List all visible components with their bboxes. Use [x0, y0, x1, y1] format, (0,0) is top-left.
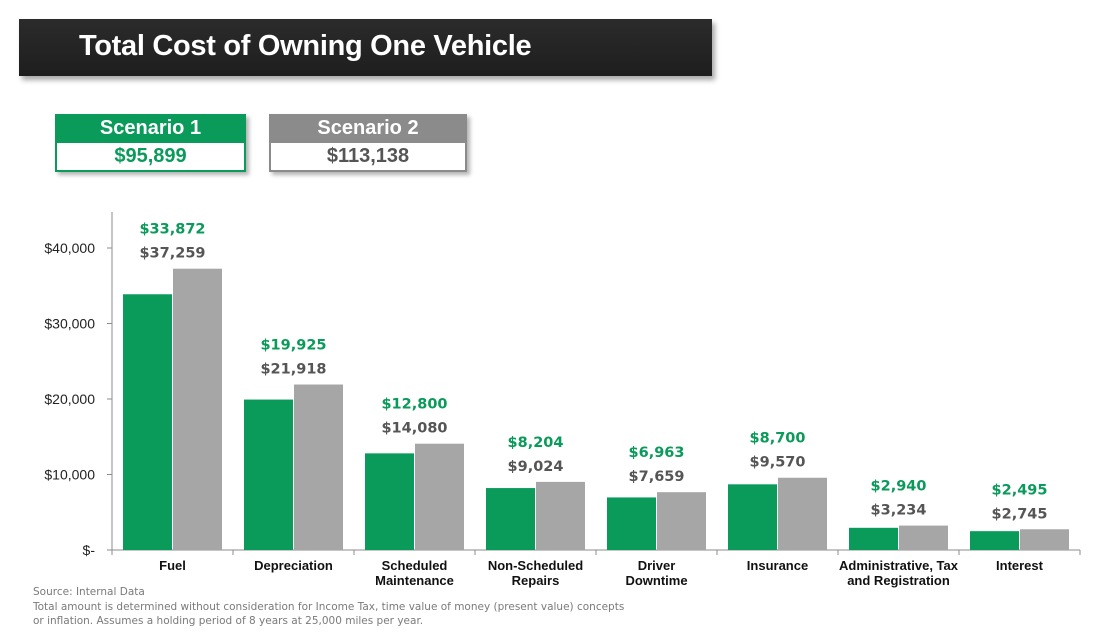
- bar-1: [365, 453, 414, 550]
- x-category-label: Downtime: [625, 573, 687, 588]
- y-tick-label: $40,000: [44, 240, 95, 256]
- x-category-label: Driver: [638, 558, 676, 573]
- bar-1: [970, 531, 1019, 550]
- x-category-label: Administrative, Tax: [839, 558, 959, 573]
- y-tick-label: $20,000: [44, 391, 95, 407]
- y-tick-label: $10,000: [44, 467, 95, 483]
- scenario-1-box: Scenario 1 $95,899: [55, 114, 246, 172]
- scenario-1-label: Scenario 1: [55, 114, 246, 143]
- bar-2: [173, 268, 222, 550]
- data-label-scenario-1: $33,872: [139, 222, 205, 238]
- footnote-line-2: or inflation. Assumes a holding period o…: [33, 615, 424, 627]
- x-category-label: Insurance: [747, 558, 808, 573]
- x-category-label: Non-Scheduled: [488, 558, 583, 573]
- data-label-scenario-2: $9,024: [508, 459, 564, 475]
- data-label-scenario-2: $2,745: [992, 506, 1048, 522]
- x-category-label: Repairs: [512, 573, 560, 588]
- data-label-scenario-2: $37,259: [139, 246, 205, 262]
- data-label-scenario-1: $8,700: [750, 431, 806, 447]
- x-category-label: Fuel: [159, 558, 186, 573]
- y-tick-label: $-: [83, 542, 96, 558]
- footnote-line-1: Total amount is determined without consi…: [33, 601, 625, 613]
- scenario-1-total: $95,899: [55, 143, 246, 172]
- bar-2: [294, 384, 343, 550]
- footnote-source: Source: Internal Data: [33, 586, 145, 598]
- title-bar: Total Cost of Owning One Vehicle: [19, 19, 712, 76]
- data-label-scenario-2: $3,234: [871, 503, 927, 519]
- scenario-2-label: Scenario 2: [269, 114, 467, 143]
- data-label-scenario-1: $19,925: [260, 338, 326, 354]
- data-label-scenario-1: $2,495: [992, 482, 1048, 498]
- bar-1: [607, 497, 656, 550]
- scenario-2-box: Scenario 2 $113,138: [269, 114, 467, 172]
- bar-2: [899, 525, 948, 550]
- scenario-2-total: $113,138: [269, 143, 467, 172]
- bar-1: [728, 484, 777, 550]
- bar-1: [244, 399, 293, 550]
- bar-1: [123, 294, 172, 550]
- bar-1: [849, 527, 898, 550]
- data-label-scenario-1: $6,963: [629, 445, 685, 461]
- y-tick-label: $30,000: [44, 316, 95, 332]
- data-label-scenario-2: $21,918: [260, 362, 326, 378]
- bar-2: [657, 492, 706, 550]
- x-category-label: Scheduled: [382, 558, 448, 573]
- x-category-label: Maintenance: [375, 573, 454, 588]
- bar-2: [778, 477, 827, 550]
- data-label-scenario-1: $2,940: [871, 479, 927, 495]
- x-category-label: Interest: [996, 558, 1044, 573]
- data-label-scenario-2: $9,570: [750, 455, 806, 471]
- data-label-scenario-2: $14,080: [381, 421, 447, 437]
- data-label-scenario-1: $12,800: [381, 397, 447, 413]
- bar-2: [415, 443, 464, 550]
- x-category-label: Depreciation: [254, 558, 333, 573]
- bar-2: [1020, 529, 1069, 550]
- bar-2: [536, 481, 585, 550]
- x-category-label: and Registration: [847, 573, 950, 588]
- data-label-scenario-2: $7,659: [629, 469, 685, 485]
- page-title: Total Cost of Owning One Vehicle: [79, 30, 532, 62]
- data-label-scenario-1: $8,204: [508, 435, 564, 451]
- bar-1: [486, 488, 535, 550]
